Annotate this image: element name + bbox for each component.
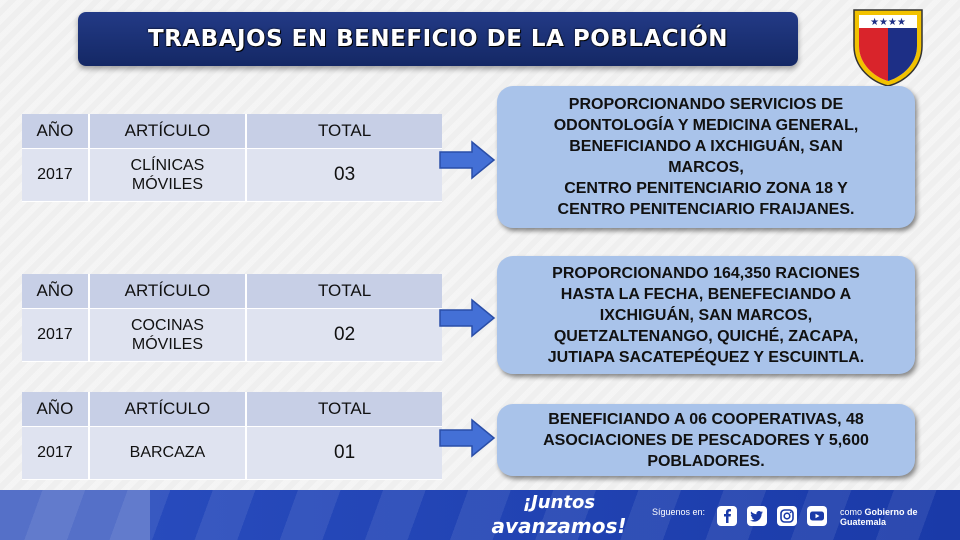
right-arrow-icon [439, 298, 496, 338]
right-arrow-icon [439, 418, 496, 458]
coat-of-arms-shield-icon: ★★★★ [853, 9, 923, 87]
footer-pattern [0, 490, 960, 540]
header-total: TOTAL [246, 114, 442, 149]
right-arrow-icon [439, 140, 496, 180]
header-article: ARTÍCULO [88, 392, 248, 427]
header-year: AÑO [22, 274, 90, 309]
gov-label: como Gobierno de Guatemala [840, 507, 960, 527]
row-article: BARCAZA [88, 426, 248, 480]
slogan: ¡Juntos avanzamos! [484, 492, 634, 538]
clinicas-description: PROPORCIONANDO SERVICIOS DE ODONTOLOGÍA … [497, 86, 915, 228]
clinicas-table: AÑO ARTÍCULO TOTAL 2017 CLÍNICAS MÓVILES… [22, 114, 442, 202]
barcaza-description: BENEFICIANDO A 06 COOPERATIVAS, 48 ASOCI… [497, 404, 915, 476]
header-total: TOTAL [246, 274, 442, 309]
twitter-icon[interactable] [746, 505, 768, 527]
cocinas-description: PROPORCIONANDO 164,350 RACIONES HASTA LA… [497, 256, 915, 374]
gov-name: Gobierno de Guatemala [840, 507, 918, 527]
svg-text:★★★★: ★★★★ [870, 17, 906, 28]
barcaza-table: AÑO ARTÍCULO TOTAL 2017 BARCAZA 01 [22, 392, 442, 480]
row-year: 2017 [22, 148, 90, 202]
header-year: AÑO [22, 114, 90, 149]
gov-prefix: como [840, 507, 863, 517]
row-total: 01 [246, 426, 442, 480]
header-article: ARTÍCULO [88, 114, 248, 149]
slogan-line1: ¡Juntos [522, 492, 596, 513]
header-total: TOTAL [246, 392, 442, 427]
title-banner: TRABAJOS EN BENEFICIO DE LA POBLACIÓN [78, 12, 798, 66]
footer-bar: ¡Juntos avanzamos! [0, 490, 960, 540]
youtube-icon[interactable] [806, 505, 828, 527]
row-total: 03 [246, 148, 442, 202]
instagram-icon[interactable] [776, 505, 798, 527]
header-year: AÑO [22, 392, 90, 427]
page-title: TRABAJOS EN BENEFICIO DE LA POBLACIÓN [147, 26, 729, 52]
cocinas-table: AÑO ARTÍCULO TOTAL 2017 COCINAS MÓVILES … [22, 274, 442, 362]
row-year: 2017 [22, 308, 90, 362]
row-year: 2017 [22, 426, 90, 480]
footer-accent [0, 490, 150, 540]
row-article: CLÍNICAS MÓVILES [88, 148, 248, 202]
row-total: 02 [246, 308, 442, 362]
slogan-line2: avanzamos! [491, 514, 627, 538]
facebook-icon[interactable] [716, 505, 738, 527]
header-article: ARTÍCULO [88, 274, 248, 309]
row-article: COCINAS MÓVILES [88, 308, 248, 362]
follow-label: Síguenos en: [652, 507, 706, 517]
